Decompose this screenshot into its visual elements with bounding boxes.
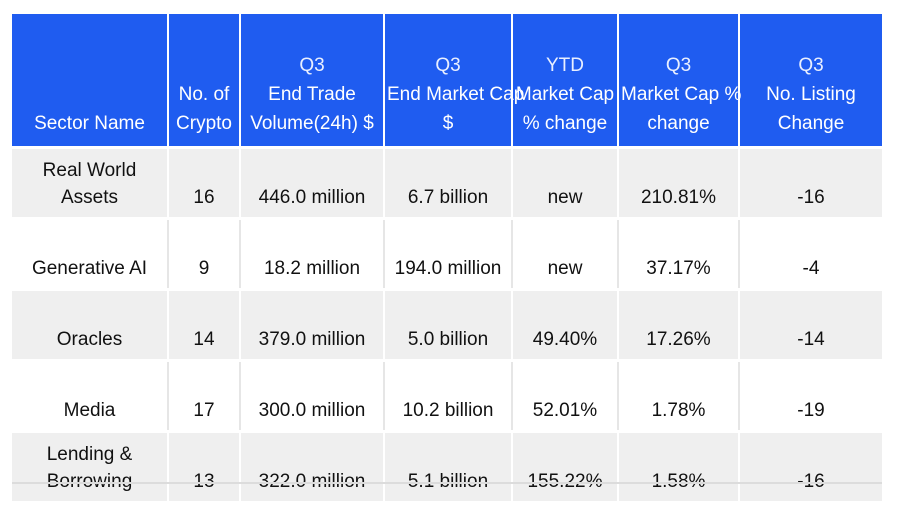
cell-crypto-count: 16 <box>167 146 240 219</box>
header-trade-volume: Q3 End Trade Volume(24h) $ <box>239 14 384 149</box>
cell-q3-change: 1.58% <box>617 430 739 501</box>
cell-ytd-change: 52.01% <box>511 359 618 432</box>
cell-sector: Generative AI <box>12 217 168 290</box>
cell-market-cap: 5.0 billion <box>383 288 512 361</box>
header-ytd-change: YTD Market Cap % change <box>511 14 618 149</box>
header-trade-volume-line2: Volume(24h) $ <box>250 113 374 134</box>
header-listing-change: Q3 No. Listing Change <box>738 14 882 149</box>
cell-trade-volume: 446.0 million <box>239 146 384 219</box>
cell-listing-change: -19 <box>738 359 882 432</box>
cell-sector: Oracles <box>12 288 168 361</box>
cell-market-cap: 6.7 billion <box>383 146 512 219</box>
cell-listing-change: -4 <box>738 217 882 290</box>
header-market-cap-line1: End Market Cap <box>387 84 525 105</box>
header-crypto-count: No. of Crypto <box>167 14 240 149</box>
header-listing-change-period: Q3 <box>798 55 824 76</box>
table-row: Oracles 14 379.0 million 5.0 billion 49.… <box>12 288 882 361</box>
cell-ytd-change: new <box>511 146 618 219</box>
crypto-sector-table: Sector Name No. of Crypto Q3 End Trade V… <box>12 14 882 501</box>
cell-trade-volume: 322.0 million <box>239 430 384 501</box>
header-market-cap-period: Q3 <box>435 55 461 76</box>
cell-q3-change: 17.26% <box>617 288 739 361</box>
header-trade-volume-period: Q3 <box>299 55 325 76</box>
cell-market-cap: 5.1 billion <box>383 430 512 501</box>
header-market-cap-line2: $ <box>442 113 454 134</box>
cell-q3-change: 1.78% <box>617 359 739 432</box>
cell-crypto-count: 9 <box>167 217 240 290</box>
header-market-cap: Q3 End Market Cap $ <box>383 14 525 149</box>
cell-crypto-count: 13 <box>167 430 240 501</box>
table-body: Real World Assets 16 446.0 million 6.7 b… <box>12 146 882 501</box>
table-header: Sector Name No. of Crypto Q3 End Trade V… <box>12 14 882 149</box>
table-bottom-rule <box>12 482 882 484</box>
cell-trade-volume: 379.0 million <box>239 288 384 361</box>
header-listing-change-line1: No. Listing <box>766 84 856 105</box>
header-sector-name-label: Sector Name <box>34 113 145 134</box>
header-q3-change-line1: Market Cap % <box>621 84 742 105</box>
cell-listing-change: -16 <box>738 146 882 219</box>
cell-ytd-change: new <box>511 217 618 290</box>
table-row: Lending & Borrowing 13 322.0 million 5.1… <box>12 430 882 501</box>
cell-listing-change: -16 <box>738 430 882 501</box>
cell-sector: Real World Assets <box>12 146 168 219</box>
cell-trade-volume: 18.2 million <box>239 217 384 290</box>
header-q3-change-period: Q3 <box>665 55 692 76</box>
table-row: Media 17 300.0 million 10.2 billion 52.0… <box>12 359 882 432</box>
header-q3-change-line2: change <box>647 113 710 134</box>
cell-market-cap: 10.2 billion <box>383 359 512 432</box>
header-row: Sector Name No. of Crypto Q3 End Trade V… <box>12 14 882 149</box>
header-listing-change-line2: Change <box>777 113 845 134</box>
cell-sector: Media <box>12 359 168 432</box>
header-crypto-count-line1: No. of <box>178 84 230 105</box>
header-q3-change: Q3 Market Cap % change <box>617 14 742 149</box>
cell-trade-volume: 300.0 million <box>239 359 384 432</box>
cell-market-cap: 194.0 million <box>383 217 512 290</box>
cell-crypto-count: 14 <box>167 288 240 361</box>
cell-sector: Lending & Borrowing <box>12 430 168 501</box>
header-crypto-count-line2: Crypto <box>176 113 232 134</box>
table-row: Real World Assets 16 446.0 million 6.7 b… <box>12 146 882 219</box>
cell-crypto-count: 17 <box>167 359 240 432</box>
header-sector-name: Sector Name <box>12 14 168 149</box>
table-row: Generative AI 9 18.2 million 194.0 milli… <box>12 217 882 290</box>
cell-q3-change: 210.81% <box>617 146 739 219</box>
header-trade-volume-line1: End Trade <box>268 84 356 105</box>
cell-ytd-change: 155.22% <box>511 430 618 501</box>
cell-ytd-change: 49.40% <box>511 288 618 361</box>
cell-q3-change: 37.17% <box>617 217 739 290</box>
cell-listing-change: -14 <box>738 288 882 361</box>
header-ytd-change-line1: Market Cap <box>515 84 615 105</box>
header-ytd-change-period: YTD <box>546 55 584 76</box>
crypto-sector-table-container: Sector Name No. of Crypto Q3 End Trade V… <box>12 14 882 501</box>
header-ytd-change-line2: % change <box>522 113 608 134</box>
